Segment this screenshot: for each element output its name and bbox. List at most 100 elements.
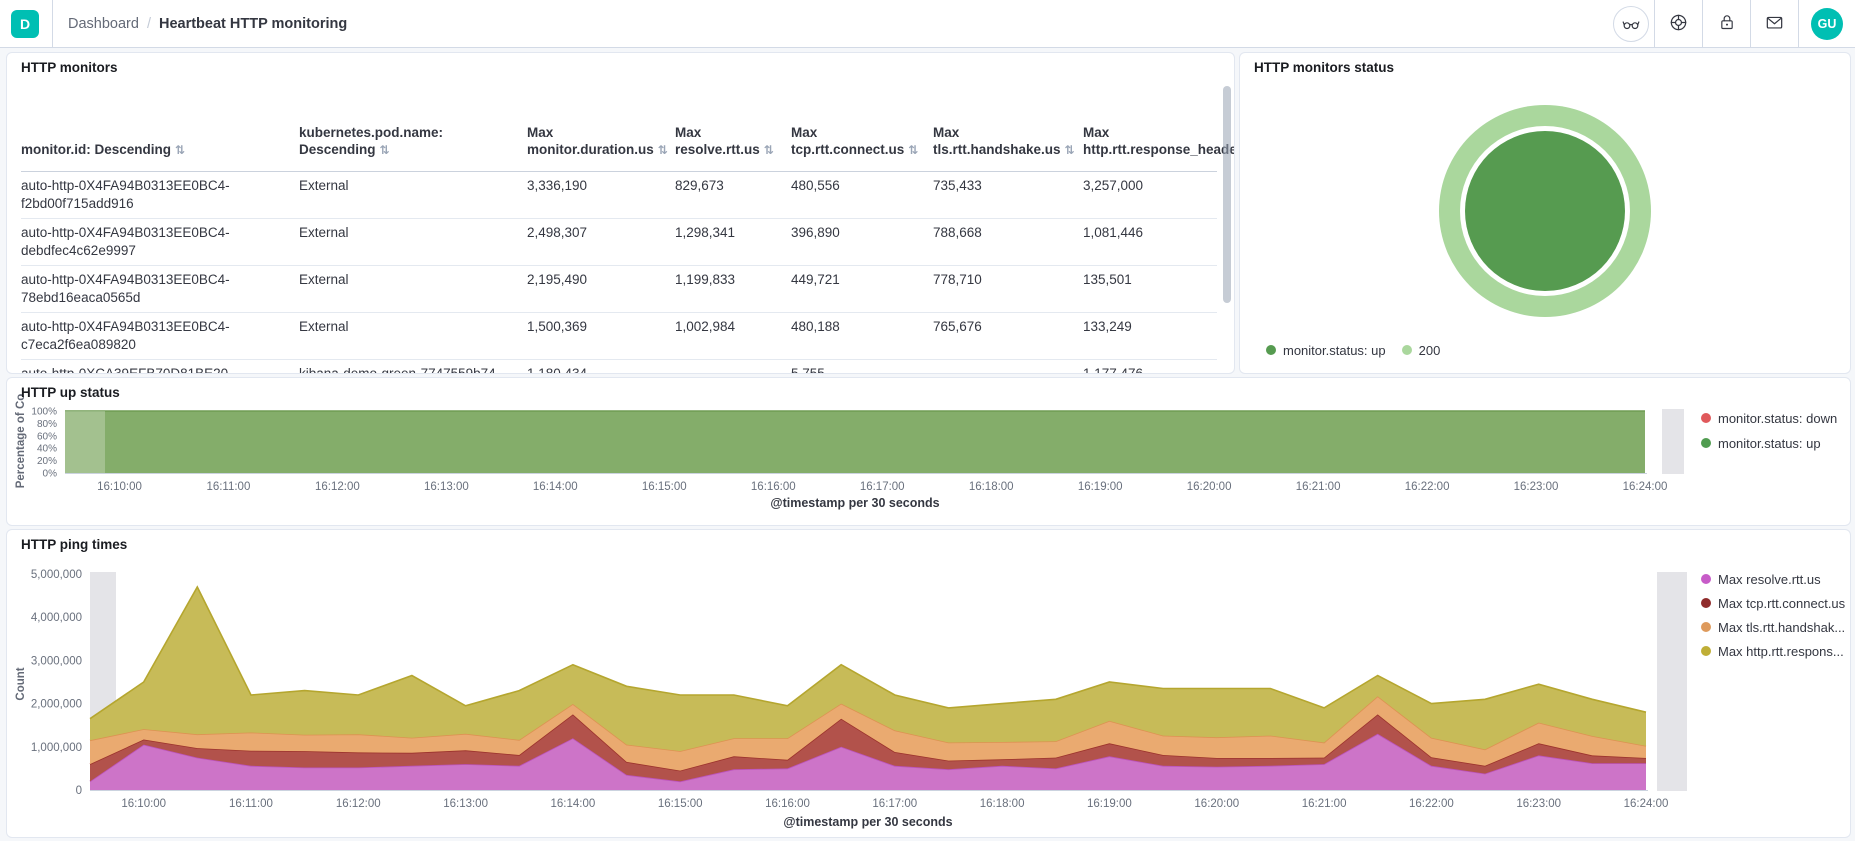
svg-text:16:13:00: 16:13:00: [424, 481, 469, 493]
table-row: auto-http-0X4FA94B0313EE0BC4-78ebd16eaca…: [21, 265, 1217, 313]
monitors-table-body: auto-http-0X4FA94B0313EE0BC4-f2bd00f715a…: [21, 171, 1217, 373]
app-logo[interactable]: D: [11, 9, 39, 38]
legend-item[interactable]: monitor.status: up: [1701, 435, 1837, 451]
table-row: auto-http-0X4FA94B0313EE0BC4-f2bd00f715a…: [21, 171, 1217, 219]
legend-label: Max tls.rtt.handshak...: [1718, 619, 1846, 635]
breadcrumb-dashboard-link[interactable]: Dashboard: [68, 15, 139, 32]
sort-icon: ⇅: [1064, 143, 1075, 157]
legend-label: 200: [1418, 342, 1441, 358]
panel-title: HTTP monitors: [21, 60, 118, 75]
sort-icon: ⇅: [175, 143, 186, 157]
table-cell: 829,673: [675, 171, 791, 219]
user-avatar[interactable]: GU: [1811, 7, 1843, 40]
http-monitors-panel: HTTP monitors monitor.id: Descending ⇅ kub…: [6, 52, 1235, 374]
mail-button[interactable]: [1751, 0, 1798, 47]
column-header[interactable]: Max tls.rtt.handshake.us ⇅: [933, 61, 1083, 172]
table-cell: 2,195,490: [527, 265, 675, 313]
lock-button[interactable]: [1703, 0, 1750, 47]
table-cell: 1,180,434: [527, 359, 675, 373]
svg-text:3,000,000: 3,000,000: [31, 655, 82, 667]
svg-text:16:10:00: 16:10:00: [97, 481, 142, 493]
table-cell: 1,500,369: [527, 312, 675, 360]
legend-item[interactable]: Max tcp.rtt.connect.us: [1701, 595, 1845, 611]
table-cell: 778,710: [933, 265, 1083, 313]
table-cell: auto-http-0X4FA94B0313EE0BC4-78ebd16eaca…: [21, 265, 299, 313]
svg-text:16:19:00: 16:19:00: [1078, 481, 1123, 493]
column-header[interactable]: kubernetes.pod.name: Descending ⇅: [299, 61, 527, 172]
table-cell: 133,249: [1083, 312, 1217, 360]
column-header[interactable]: monitor.id: Descending ⇅: [21, 61, 299, 172]
ping-times-legend: Max resolve.rtt.us Max tcp.rtt.connect.us…: [1701, 571, 1845, 659]
legend-color-dot: [1401, 345, 1412, 355]
svg-text:16:12:00: 16:12:00: [336, 798, 381, 810]
column-header-label: Max http.rtt.response_header.us: [1083, 125, 1234, 157]
legend-color-dot: [1701, 574, 1711, 584]
table-cell: 449,721: [791, 265, 933, 313]
table-cell: External: [299, 265, 527, 313]
column-header[interactable]: Max http.rtt.response_header.us⇅: [1083, 61, 1234, 172]
status-donut-chart[interactable]: [1439, 105, 1651, 317]
table-cell: External: [299, 312, 527, 360]
scrollbar-thumb[interactable]: [1223, 86, 1231, 303]
svg-text:16:19:00: 16:19:00: [1087, 798, 1132, 810]
table-cell: 396,890: [791, 218, 933, 266]
table-cell: [933, 359, 1083, 373]
svg-text:2,000,000: 2,000,000: [31, 699, 82, 711]
up-status-area-chart[interactable]: 0% 20%40% 60%80%100% 16:10:00 16:11:00 16:12:…: [7, 378, 1848, 523]
svg-text:16:21:00: 16:21:00: [1302, 798, 1347, 810]
table-cell: kibana-demo-green-7747559b74-: [299, 359, 527, 373]
table-row: auto-http-0XCA39EFB70D81BE20 kibana-demo-…: [21, 359, 1217, 373]
svg-text:5,000,000: 5,000,000: [31, 569, 82, 581]
table-cell: 788,668: [933, 218, 1083, 266]
table-cell: 135,501: [1083, 265, 1217, 313]
monitors-table: monitor.id: Descending ⇅ kubernetes.pod.na…: [21, 61, 1234, 373]
http-up-status-panel: HTTP up status Percentage of Co 0% 20% 40%…: [6, 377, 1851, 526]
legend-color-dot: [1701, 438, 1711, 448]
table-cell: auto-http-0X4FA94B0313EE0BC4-c7eca2f6ea0…: [21, 312, 299, 360]
ping-times-area-chart[interactable]: 0 1,000,000 2,000,000 3,000,000 4,000,000 5,0…: [7, 530, 1848, 835]
sort-icon: ⇅: [763, 143, 774, 157]
legend-label: monitor.status: down: [1718, 410, 1838, 426]
legend-label: Max tcp.rtt.connect.us: [1718, 595, 1846, 611]
table-cell: External: [299, 218, 527, 266]
topbar-divider: [1798, 0, 1799, 47]
http-monitors-status-panel: HTTP monitors status monitor.status: up 2…: [1239, 52, 1851, 374]
table-cell: 5,755: [791, 359, 933, 373]
legend-item[interactable]: Max tls.rtt.handshak...: [1701, 619, 1845, 635]
legend-item[interactable]: monitor.status: up: [1266, 342, 1386, 358]
table-cell: 1,177,476: [1083, 359, 1217, 373]
table-cell: auto-http-0X4FA94B0313EE0BC4-debdfec4c62…: [21, 218, 299, 266]
http-ping-times-panel: HTTP ping times Count 0 1,000,000 2,000,00…: [6, 529, 1851, 838]
legend-item[interactable]: monitor.status: down: [1701, 410, 1837, 426]
table-cell: 3,257,000: [1083, 171, 1217, 219]
svg-text:16:21:00: 16:21:00: [1296, 481, 1341, 493]
svg-text:16:15:00: 16:15:00: [658, 798, 703, 810]
help-button[interactable]: [1655, 0, 1702, 47]
column-header[interactable]: Max tcp.rtt.connect.us ⇅: [791, 61, 933, 172]
column-header[interactable]: Max monitor.duration.us ⇅: [527, 61, 675, 172]
svg-text:16:16:00: 16:16:00: [751, 481, 796, 493]
sort-icon: ⇅: [657, 143, 668, 157]
svg-text:16:11:00: 16:11:00: [229, 798, 273, 810]
legend-item[interactable]: Max http.rtt.respons...: [1701, 643, 1845, 659]
view-mode-button[interactable]: [1607, 0, 1654, 47]
table-cell: auto-http-0X4FA94B0313EE0BC4-f2bd00f715a…: [21, 171, 299, 219]
column-header-label: monitor.id: Descending: [21, 142, 172, 157]
svg-text:16:23:00: 16:23:00: [1516, 798, 1561, 810]
svg-text:16:15:00: 16:15:00: [642, 481, 687, 493]
svg-text:16:17:00: 16:17:00: [860, 481, 905, 493]
topbar-divider: [52, 0, 53, 47]
svg-text:16:22:00: 16:22:00: [1405, 481, 1450, 493]
svg-text:16:17:00: 16:17:00: [872, 798, 917, 810]
legend-label: monitor.status: up: [1283, 342, 1386, 358]
topbar-actions: GU: [1607, 0, 1855, 47]
svg-text:0%: 0%: [43, 469, 58, 480]
svg-text:40%: 40%: [37, 444, 57, 455]
status-chart-legend: monitor.status: up 200: [1266, 342, 1440, 358]
legend-item[interactable]: Max resolve.rtt.us: [1701, 571, 1845, 587]
svg-text:4,000,000: 4,000,000: [31, 612, 82, 624]
legend-item[interactable]: 200: [1401, 342, 1441, 358]
donut-inner-ring[interactable]: [1465, 131, 1625, 291]
column-header[interactable]: Max resolve.rtt.us ⇅: [675, 61, 791, 172]
table-cell: External: [299, 171, 527, 219]
